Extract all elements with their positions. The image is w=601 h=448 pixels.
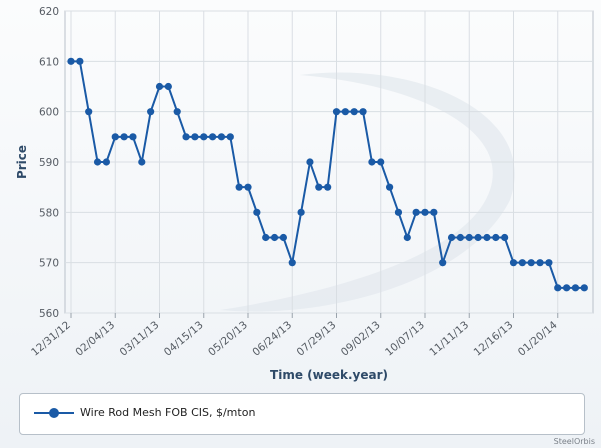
- y-axis-title: Price: [15, 145, 29, 179]
- x-tick-label: 05/20/13: [206, 319, 250, 359]
- x-tick-label: 01/20/14: [516, 319, 560, 359]
- data-point: [386, 183, 394, 191]
- data-point: [580, 284, 588, 292]
- data-point: [554, 284, 562, 292]
- data-point: [447, 233, 456, 242]
- y-tick-label: 620: [39, 6, 59, 18]
- data-point: [483, 233, 491, 242]
- data-point: [129, 133, 137, 141]
- x-axis-title: Time (week.year): [270, 368, 388, 382]
- y-tick-label: 590: [39, 157, 59, 169]
- data-point: [563, 284, 571, 292]
- data-point: [465, 233, 473, 242]
- data-point: [138, 158, 146, 166]
- legend-swatch-icon: [34, 407, 74, 419]
- data-point: [430, 208, 438, 216]
- data-point: [509, 259, 518, 267]
- data-point: [571, 284, 580, 292]
- data-point: [120, 133, 128, 141]
- legend: Wire Rod Mesh FOB CIS, $/mton: [19, 393, 585, 435]
- data-point: [315, 183, 323, 191]
- data-point: [182, 133, 190, 141]
- data-point: [527, 259, 535, 267]
- watermark-shape: [220, 72, 515, 312]
- data-point: [200, 133, 208, 141]
- data-point: [173, 108, 181, 116]
- x-tick-label: 12/31/12: [29, 319, 73, 359]
- x-tick-label: 02/04/13: [73, 319, 117, 359]
- data-point: [262, 233, 270, 242]
- data-point: [341, 108, 349, 116]
- data-point: [324, 183, 332, 191]
- x-tick-label: 09/02/13: [339, 319, 383, 359]
- data-point: [279, 233, 287, 242]
- data-point: [111, 133, 119, 141]
- data-point: [164, 82, 172, 91]
- data-point: [209, 133, 217, 141]
- data-point: [147, 108, 155, 116]
- legend-item[interactable]: Wire Rod Mesh FOB CIS, $/mton: [34, 406, 255, 419]
- data-point: [439, 259, 447, 267]
- data-point: [102, 158, 110, 166]
- data-point: [412, 208, 420, 216]
- data-point: [536, 259, 544, 267]
- data-point: [288, 259, 296, 267]
- data-point: [474, 233, 482, 242]
- data-point: [244, 183, 252, 191]
- data-point: [297, 208, 305, 216]
- data-point: [377, 158, 385, 166]
- data-point: [85, 108, 93, 116]
- y-tick-label: 570: [39, 258, 59, 270]
- data-point: [155, 82, 164, 91]
- y-tick-label: 560: [39, 308, 59, 320]
- x-tick-label: 07/29/13: [295, 319, 339, 359]
- x-tick-label: 04/15/13: [162, 319, 206, 359]
- data-point: [492, 233, 500, 242]
- data-point: [76, 57, 84, 65]
- data-point: [403, 233, 411, 242]
- y-tick-label: 610: [39, 56, 59, 68]
- data-point: [217, 133, 226, 141]
- data-point: [421, 208, 429, 216]
- data-point: [545, 259, 553, 267]
- data-point: [235, 183, 243, 191]
- data-point: [306, 158, 314, 166]
- x-tick-label: 10/07/13: [383, 319, 427, 359]
- data-point: [332, 108, 341, 116]
- y-tick-label: 580: [39, 207, 59, 219]
- data-point: [93, 158, 102, 166]
- data-point: [359, 108, 367, 116]
- x-tick-label: 06/24/13: [250, 319, 294, 359]
- legend-label: Wire Rod Mesh FOB CIS, $/mton: [80, 406, 256, 419]
- x-tick-label: 12/16/13: [472, 319, 516, 359]
- data-point: [226, 133, 234, 141]
- data-point: [350, 108, 358, 116]
- data-point: [191, 133, 199, 141]
- data-point: [394, 208, 403, 216]
- data-point: [456, 233, 464, 242]
- y-tick-label: 600: [39, 107, 59, 119]
- data-point: [67, 57, 75, 65]
- x-tick-label: 03/11/13: [118, 319, 162, 359]
- credit-text: SteelOrbis: [553, 437, 595, 446]
- data-point: [253, 208, 261, 216]
- data-point: [270, 233, 279, 242]
- data-point: [501, 233, 509, 242]
- data-point: [368, 158, 376, 166]
- data-point: [518, 259, 526, 267]
- x-tick-label: 11/11/13: [427, 319, 471, 359]
